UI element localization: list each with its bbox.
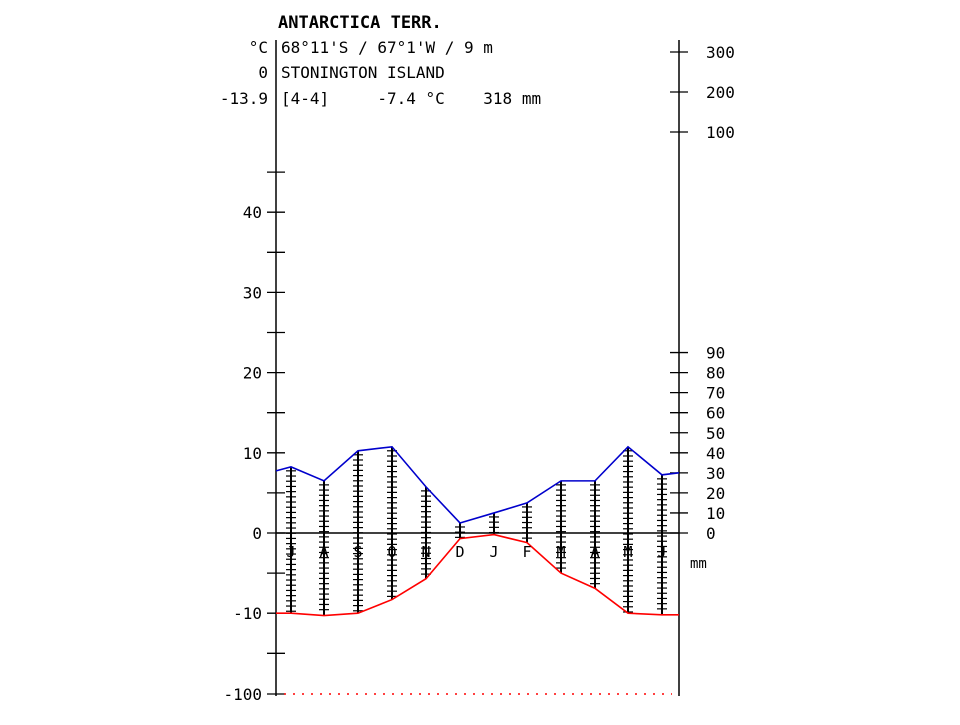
header-unit-label: °C — [249, 38, 268, 57]
right-axis-tick-label: 40 — [706, 444, 725, 463]
data-lines — [275, 445, 680, 617]
right-axis-tick-label: 70 — [706, 384, 725, 403]
month-label: J — [657, 543, 666, 561]
header-min-temp-label: -13.9 — [220, 89, 268, 108]
right-axis-tick-label: 90 — [706, 344, 725, 363]
chart-title: ANTARCTICA TERR. — [278, 13, 442, 33]
month-label: O — [387, 543, 396, 561]
left-axis-tick-label: -10 — [233, 604, 262, 623]
left-axis-tick-label: 0 — [252, 524, 262, 543]
chart-header: ANTARCTICA TERR. °C 0 -13.9 68°11'S / 67… — [220, 13, 541, 108]
month-label: N — [421, 543, 430, 561]
right-axis-tick-label: 30 — [706, 464, 725, 483]
month-label: S — [353, 543, 362, 561]
right-axis-tick-label: 60 — [706, 404, 725, 423]
precipitation-hatching — [286, 446, 667, 616]
axes: 403020100-10-100300200100908070605040302… — [223, 40, 735, 704]
right-axis-tick-label: 80 — [706, 364, 725, 383]
right-axis-tick-label: 10 — [706, 504, 725, 523]
temperature-line — [276, 533, 679, 617]
month-label: D — [455, 543, 464, 561]
precipitation-line — [275, 445, 680, 524]
header-station-name: STONINGTON ISLAND — [281, 63, 445, 82]
month-label: J — [286, 543, 295, 561]
month-label: M — [556, 543, 565, 561]
month-label: A — [590, 543, 599, 561]
header-coordinates: 68°11'S / 67°1'W / 9 m — [281, 38, 493, 57]
right-axis-tick-label: 0 — [706, 524, 716, 543]
right-axis-tick-label: 20 — [706, 484, 725, 503]
left-axis-tick-label: 30 — [243, 283, 262, 302]
right-axis-tick-label: 50 — [706, 424, 725, 443]
right-axis-tick-label: 100 — [706, 123, 735, 142]
left-axis-tick-label: 20 — [243, 364, 262, 383]
left-axis-tick-label: 40 — [243, 203, 262, 222]
right-axis-tick-label: 200 — [706, 83, 735, 102]
left-axis-tick-label: 10 — [243, 444, 262, 463]
header-summary: [4-4] -7.4 °C 318 mm — [281, 89, 541, 108]
header-zero-label: 0 — [258, 63, 268, 82]
month-label: F — [522, 543, 531, 561]
right-axis-unit-label: mm — [690, 556, 707, 572]
right-axis-tick-label: 300 — [706, 43, 735, 62]
left-axis-tick-label: -100 — [223, 685, 262, 704]
month-label: A — [319, 543, 328, 561]
month-label: M — [623, 543, 632, 561]
month-label: J — [489, 543, 498, 561]
